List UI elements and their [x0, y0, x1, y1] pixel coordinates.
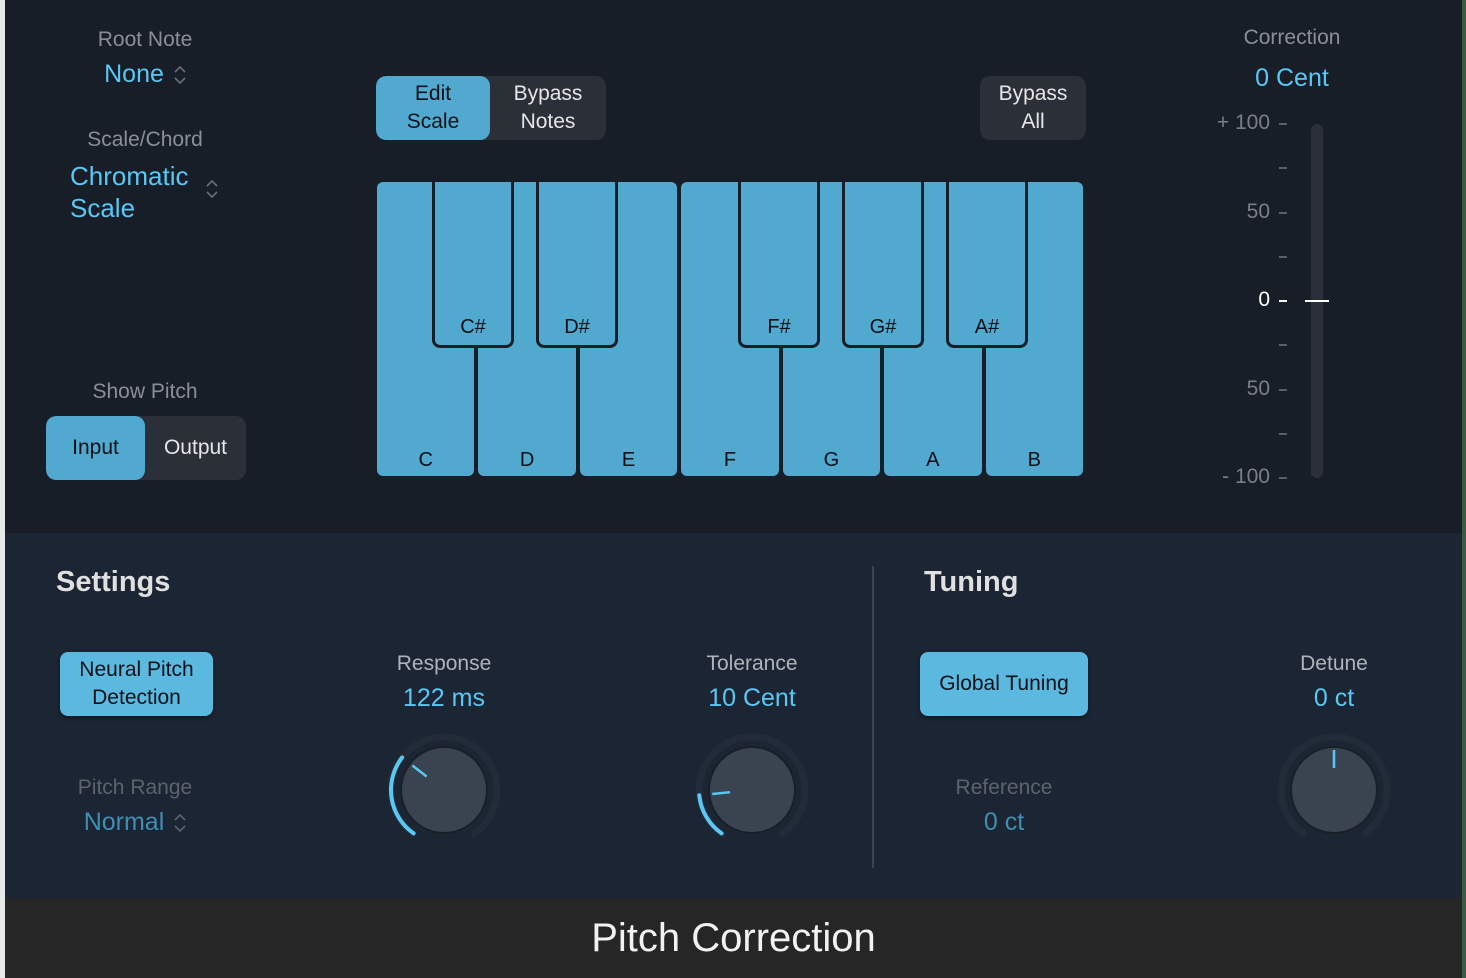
response-knob-arc	[389, 755, 416, 836]
response-knob[interactable]	[400, 746, 488, 834]
detune-knob-track	[1277, 733, 1391, 837]
response-value: 122 ms	[403, 684, 485, 712]
chevron-updown-icon	[174, 66, 186, 85]
chevron-updown-icon	[174, 814, 186, 833]
scale-chord-label: Scale/Chord	[87, 128, 203, 151]
bypass-all-button[interactable]: Bypass All	[980, 76, 1086, 140]
tolerance-knob[interactable]	[708, 746, 796, 834]
chevron-updown-icon	[206, 179, 218, 199]
meter-tick	[1279, 211, 1287, 214]
black-key-F-sharp[interactable]: F#	[738, 182, 820, 348]
reference-label: Reference	[955, 776, 1053, 799]
window-border	[0, 0, 5, 978]
meter-tick	[1279, 255, 1287, 258]
show-pitch-toggle[interactable]: Input Output	[46, 416, 246, 480]
root-note-value: None	[104, 60, 164, 88]
show-pitch-output[interactable]: Output	[163, 436, 228, 459]
reference-value[interactable]: 0 ct	[983, 808, 1025, 836]
pitch-range-label: Pitch Range	[77, 776, 193, 799]
tuning-title: Tuning	[924, 566, 1019, 598]
neural-pitch-detection-button[interactable]: Neural Pitch Detection	[60, 652, 213, 716]
mode-toggle[interactable]: Edit Scale Bypass Notes	[376, 76, 606, 140]
meter-tick	[1279, 123, 1287, 125]
window-edge	[1462, 0, 1466, 978]
show-pitch-input[interactable]: Input	[46, 416, 145, 480]
meter-tick-label: 0	[1258, 288, 1270, 311]
tolerance-value: 10 Cent	[708, 684, 796, 712]
detune-label: Detune	[1300, 652, 1368, 675]
scale-chord-select[interactable]: Chromatic Scale	[70, 160, 240, 224]
black-key-G-sharp[interactable]: G#	[842, 182, 924, 348]
meter-tick	[1279, 344, 1287, 347]
meter-tick	[1279, 300, 1287, 302]
correction-value: 0 Cent	[1255, 64, 1329, 92]
settings-title: Settings	[56, 566, 171, 598]
detune-knob[interactable]	[1290, 746, 1378, 834]
settings-panel	[5, 533, 1462, 898]
tolerance-knob-arc	[697, 793, 724, 836]
plugin-title: Pitch Correction	[5, 898, 1462, 978]
meter-tick	[1279, 432, 1287, 435]
correction-label: Correction	[1243, 26, 1341, 49]
show-pitch-label: Show Pitch	[92, 380, 198, 403]
edit-scale-button[interactable]: Edit Scale	[376, 76, 490, 140]
global-tuning-button[interactable]: Global Tuning	[920, 652, 1088, 716]
divider	[872, 566, 874, 868]
meter-tick-label: 50	[1246, 376, 1270, 400]
tolerance-label: Tolerance	[706, 652, 798, 675]
detune-value: 0 ct	[1313, 684, 1355, 712]
meter-tick-label: + 100	[1216, 111, 1270, 134]
meter-tick	[1279, 477, 1287, 479]
meter-tick-label: 50	[1246, 199, 1270, 223]
scale-value-line1: Chromatic	[70, 161, 189, 191]
response-knob-pointer	[411, 764, 428, 778]
meter-tick	[1279, 388, 1287, 391]
tolerance-knob-pointer	[712, 790, 731, 796]
response-label: Response	[396, 652, 492, 675]
meter-tick-label: - 100	[1222, 465, 1270, 488]
root-note-select[interactable]: None	[45, 60, 245, 89]
black-key-A-sharp[interactable]: A#	[946, 182, 1028, 348]
root-note-label: Root Note	[97, 28, 193, 51]
black-key-C-sharp[interactable]: C#	[432, 182, 514, 348]
meter-tick	[1279, 167, 1287, 170]
black-key-D-sharp[interactable]: D#	[536, 182, 618, 348]
scale-value-line2: Scale	[70, 193, 136, 223]
pitch-range-value: Normal	[83, 808, 165, 836]
bypass-notes-button[interactable]: Bypass Notes	[513, 82, 583, 133]
pitch-range-select[interactable]: Normal	[35, 808, 235, 837]
correction-indicator	[1305, 300, 1329, 302]
